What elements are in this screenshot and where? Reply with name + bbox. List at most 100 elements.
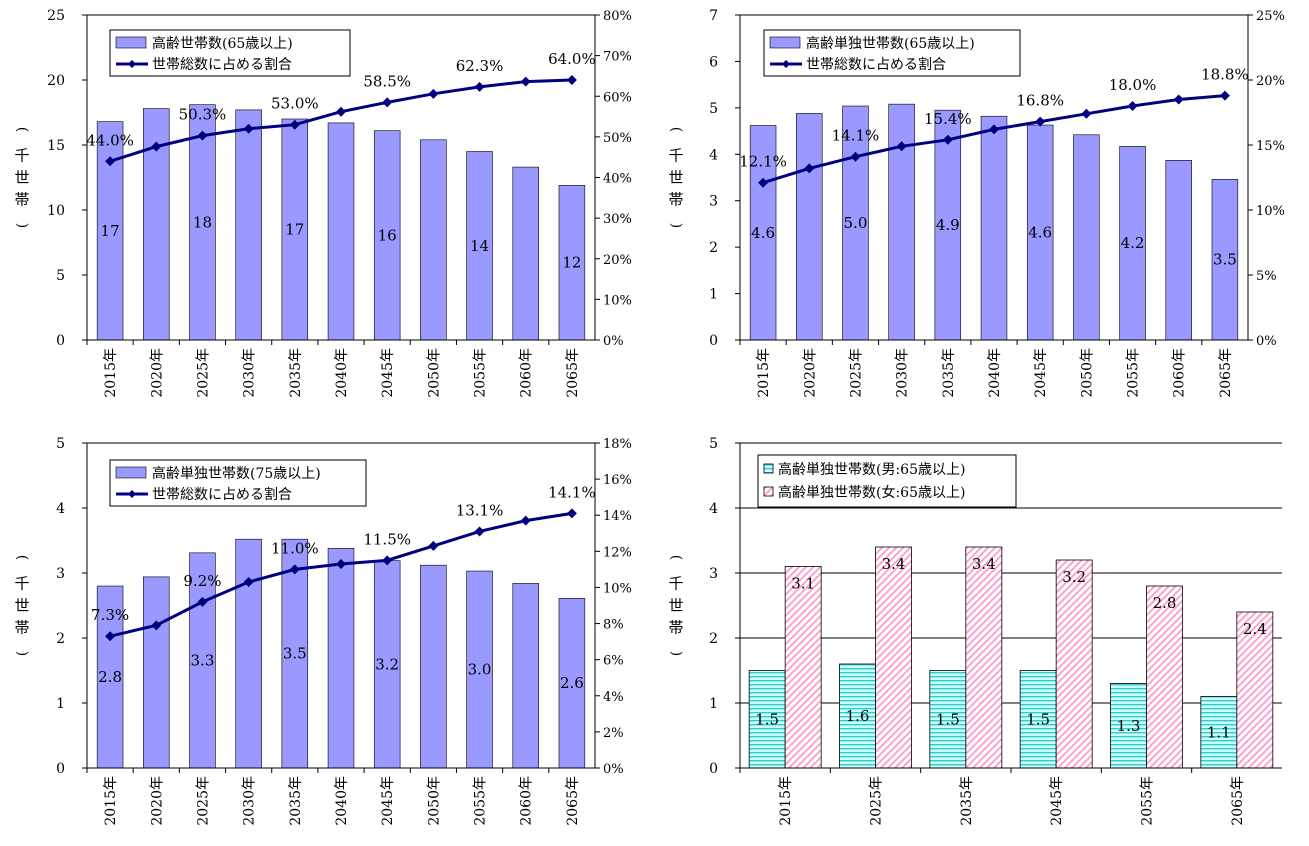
y-tick-label: 2: [56, 631, 65, 647]
x-tick-label: 2055年: [473, 776, 489, 826]
x-tick-label: 2055年: [1126, 348, 1142, 398]
bar: [189, 552, 216, 769]
ratio-point: [197, 130, 208, 141]
y-tick-label: 2: [709, 240, 718, 256]
legend-swatch-bar: [115, 36, 147, 49]
ratio-value-label: 18.8%: [1201, 66, 1249, 84]
y-tick-label: 3: [56, 566, 65, 582]
ratio-value-label: 12.1%: [739, 153, 787, 171]
bar-female-value-label: 3.4: [972, 555, 996, 573]
y-tick-label: 5: [56, 436, 65, 452]
unit-label-char: 世: [14, 169, 29, 187]
unit-label-paren-open: (: [14, 555, 30, 560]
y-tick-label: 0: [56, 333, 65, 349]
y-tick-label: 25: [47, 8, 65, 24]
y2-tick-label: 6%: [603, 654, 624, 669]
unit-label-char: 帯: [14, 191, 29, 209]
y2-tick-label: 10%: [603, 293, 632, 308]
ratio-value-label: 13.1%: [456, 501, 504, 519]
bar-value-label: 5.0: [844, 214, 868, 232]
bar-male: [929, 670, 967, 769]
unit-label-paren-close: ): [668, 223, 684, 228]
y2-tick-label: 8%: [603, 618, 624, 633]
y2-tick-label: 70%: [603, 50, 632, 65]
bar-male: [1110, 683, 1147, 769]
x-tick-label: 2015年: [778, 776, 794, 826]
ratio-value-label: 64.0%: [548, 50, 596, 68]
ratio-point: [850, 151, 861, 162]
legend-swatch-female: [763, 486, 774, 497]
bar-value-label: 3.3: [191, 651, 215, 669]
x-tick-label: 2065年: [1230, 776, 1246, 826]
y2-tick-label: 16%: [603, 473, 632, 488]
x-tick-label: 2040年: [334, 348, 350, 398]
y2-tick-label: 20%: [1256, 74, 1285, 89]
ratio-point: [382, 555, 393, 566]
legend-box: [109, 459, 367, 507]
plot-frame: [86, 442, 596, 769]
y2-tick-label: 50%: [603, 131, 632, 146]
unit-label-paren-close: ): [14, 223, 30, 228]
y-tick-label: 0: [709, 333, 718, 349]
ratio-point: [1127, 101, 1138, 111]
y-tick-label: 7: [709, 8, 718, 24]
x-tick-label: 2035年: [288, 348, 304, 398]
x-tick-label: 2045年: [1033, 348, 1049, 398]
legend-label-male: 高齢単独世帯数(男:65歳以上): [778, 461, 965, 478]
ratio-point: [289, 119, 300, 130]
y-tick-label: 2: [709, 631, 718, 647]
y-tick-label: 4: [709, 501, 718, 517]
bar: [327, 547, 355, 769]
y-tick-label: 0: [709, 761, 718, 777]
ratio-value-label: 11.0%: [271, 539, 319, 557]
legend-swatch-marker: [128, 60, 136, 68]
unit-label-char: 世: [668, 169, 683, 187]
legend-swatch-male: [763, 463, 774, 474]
bar: [558, 598, 586, 769]
bar-male-value-label: 1.1: [1207, 723, 1231, 741]
bar-female-value-label: 3.2: [1062, 568, 1086, 586]
chart-panel-single-75: 2.8 3.3 3.5 3.2 3.0 2.6 0 1 2 3 4 5 0% 2% 4% 6% 8% 10% 12%…: [14, 436, 632, 826]
bar: [420, 139, 447, 341]
bar-value-label: 2.8: [98, 668, 122, 686]
y2-tick-label: 12%: [603, 545, 632, 560]
y2-tick-label: 0%: [603, 334, 624, 349]
y-tick-label: 4: [709, 147, 718, 163]
bar-female: [875, 546, 912, 769]
y-tick-label: 0: [56, 761, 65, 777]
ratio-point: [382, 97, 393, 108]
ratio-point: [428, 88, 439, 99]
y2-tick-label: 18%: [603, 437, 632, 452]
bar-value-label: 4.6: [751, 224, 775, 242]
ratio-point: [105, 631, 116, 642]
bar-female: [1055, 559, 1093, 769]
bar-value-label: 2.6: [560, 674, 584, 692]
bar: [749, 125, 777, 341]
legend-label-line: 世帯総数に占める割合: [806, 56, 946, 73]
unit-label-char: 世: [668, 597, 683, 615]
bar-male-value-label: 1.6: [846, 707, 870, 725]
x-tick-label: 2060年: [519, 776, 535, 826]
y2-tick-label: 15%: [1256, 139, 1285, 154]
legend-label-line: 世帯総数に占める割合: [152, 486, 292, 503]
x-tick-label: 2055年: [473, 348, 489, 398]
x-tick-label: 2065年: [565, 776, 581, 826]
unit-label-paren-close: ): [14, 651, 30, 656]
y2-tick-label: 5%: [1256, 269, 1277, 284]
x-tick-label: 2020年: [149, 776, 165, 826]
legend-label-line: 世帯総数に占める割合: [152, 56, 292, 73]
ratio-value-label: 18.0%: [1109, 76, 1157, 94]
ratio-point: [336, 558, 346, 569]
bar: [96, 585, 124, 769]
ratio-point: [336, 106, 346, 117]
ratio-value-label: 58.5%: [363, 72, 411, 90]
y2-tick-label: 10%: [603, 581, 632, 596]
x-tick-label: 2045年: [1049, 776, 1065, 826]
ratio-point: [1035, 116, 1046, 127]
bar: [235, 538, 262, 769]
y-tick-label: 3: [709, 194, 718, 210]
bar: [420, 564, 447, 769]
bar-value-label: 3.5: [283, 645, 307, 663]
y-tick-label: 5: [709, 101, 718, 117]
unit-label-char: 千: [668, 147, 683, 165]
